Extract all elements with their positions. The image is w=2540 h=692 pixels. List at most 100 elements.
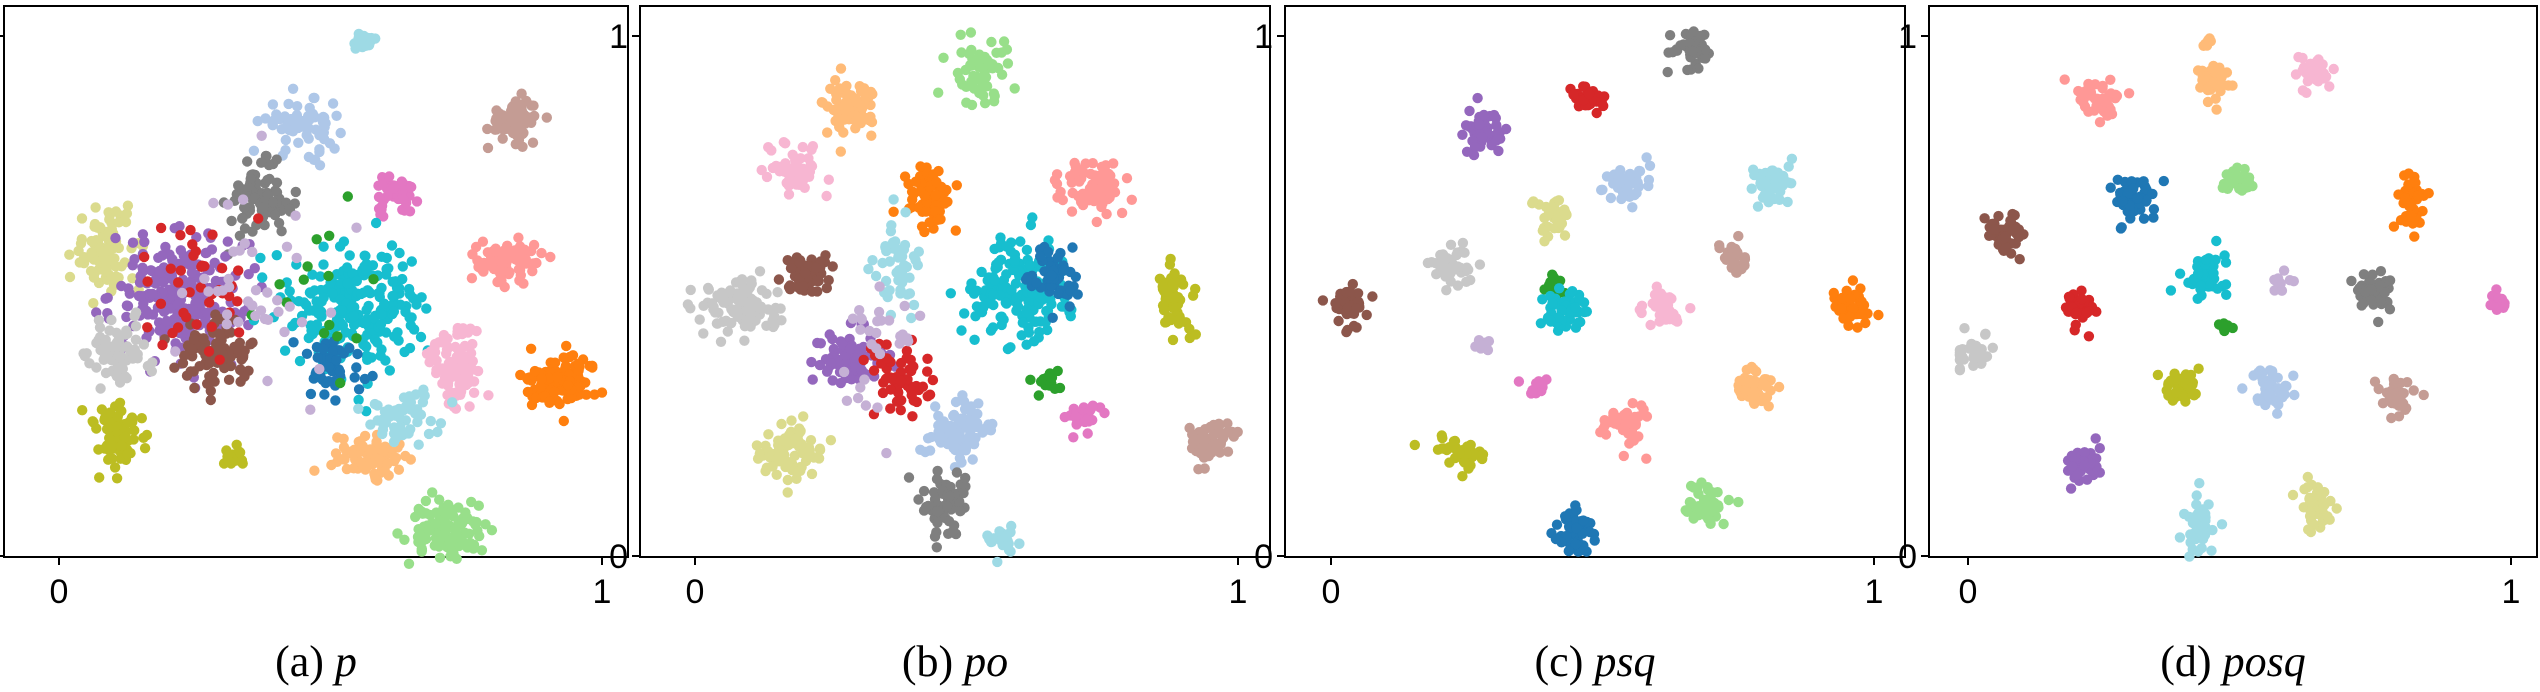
scatter-point: [830, 75, 841, 86]
scatter-point: [813, 453, 825, 464]
scatter-point: [2200, 512, 2211, 523]
scatter-point: [1712, 500, 1724, 511]
scatter-point: [2208, 268, 2219, 279]
scatter-point: [1437, 432, 1448, 444]
scatter-point: [904, 272, 915, 283]
scatter-point: [438, 530, 449, 541]
scatter-point: [146, 366, 157, 377]
scatter-point: [309, 285, 320, 296]
scatter-point: [2328, 63, 2339, 75]
scatter-point: [933, 87, 944, 98]
scatter-point: [432, 426, 443, 438]
scatter-point: [330, 395, 341, 406]
scatter-point: [283, 98, 294, 110]
scatter-point: [788, 162, 799, 173]
scatter-point: [86, 247, 97, 258]
scatter-point: [1988, 224, 2000, 235]
scatter-point: [558, 415, 569, 427]
scatter-point: [1215, 439, 1226, 450]
scatter-point: [1157, 281, 1168, 292]
scatter-point: [456, 534, 468, 545]
scatter-point: [512, 255, 523, 266]
scatter-point: [1014, 538, 1025, 549]
scatter-point: [954, 74, 965, 85]
scatter-point: [1751, 366, 1762, 377]
scatter-point: [2197, 533, 2209, 545]
scatter-point: [1341, 326, 1352, 338]
scatter-point: [1034, 292, 1046, 303]
scatter-point: [783, 189, 795, 200]
scatter-point: [1643, 180, 1654, 192]
scatter-point: [147, 288, 158, 300]
scatter-point: [437, 378, 448, 389]
scatter-point: [866, 130, 877, 141]
scatter-point: [1099, 407, 1110, 419]
scatter-point: [329, 143, 340, 154]
scatter-point: [1175, 314, 1186, 325]
scatter-point: [287, 83, 299, 95]
scatter-point: [360, 317, 371, 328]
scatter-point: [960, 472, 971, 484]
scatter-point: [221, 309, 233, 320]
scatter-point: [725, 318, 737, 329]
scatter-point: [411, 196, 423, 207]
scatter-point: [825, 435, 837, 446]
scatter-point: [138, 339, 150, 350]
scatter-point: [353, 384, 365, 395]
scatter-point: [127, 237, 139, 248]
scatter-point: [842, 88, 853, 100]
scatter-point: [881, 447, 892, 459]
scatter-point: [88, 272, 100, 283]
scatter-point: [896, 277, 908, 288]
scatter-point: [1101, 208, 1112, 220]
scatter-point: [342, 278, 353, 289]
scatter-point: [1103, 168, 1114, 180]
scatter-point: [996, 311, 1007, 322]
scatter-point: [186, 343, 197, 355]
scatter-point: [91, 362, 102, 373]
scatter-point: [823, 174, 834, 185]
scatter-point: [318, 259, 329, 270]
scatter-point: [262, 314, 274, 325]
scatter-point: [263, 159, 275, 171]
scatter-point: [506, 112, 517, 124]
scatter-point: [852, 392, 864, 404]
scatter-point: [296, 317, 308, 328]
scatter-point: [1980, 328, 1991, 339]
caption-variable: p: [332, 637, 357, 686]
scatter-point: [987, 322, 999, 333]
scatter-point: [1190, 434, 1202, 446]
scatter-point: [326, 459, 337, 471]
scatter-point: [353, 403, 364, 414]
scatter-point: [2216, 519, 2228, 530]
scatter-point: [470, 519, 481, 530]
scatter-point: [743, 284, 754, 295]
scatter-point: [1627, 202, 1638, 213]
scatter-point: [379, 298, 390, 309]
caption-prefix: (a): [275, 637, 335, 686]
scatter-point: [318, 241, 329, 252]
scatter-point: [482, 247, 494, 258]
scatter-point: [835, 63, 847, 74]
scatter-point: [1441, 285, 1452, 296]
scatter-point: [1024, 260, 1036, 271]
scatter-point: [145, 265, 157, 276]
scatter-point: [368, 274, 379, 285]
scatter-point: [1573, 317, 1584, 328]
scatter-point: [2211, 104, 2222, 115]
scatter-point: [2094, 117, 2106, 128]
scatter-point: [515, 270, 526, 281]
scatter-point: [786, 415, 797, 426]
scatter-point: [1645, 319, 1656, 331]
scatter-point: [959, 404, 971, 415]
scatter-point: [415, 331, 427, 343]
scatter-point: [355, 288, 367, 300]
scatter-point: [327, 98, 339, 109]
scatter-point: [763, 304, 774, 315]
scatter-point: [423, 428, 435, 440]
scatter-point: [234, 230, 246, 241]
scatter-point: [1537, 225, 1549, 236]
scatter-point: [2287, 489, 2299, 501]
scatter-point: [2272, 383, 2284, 394]
scatter-point: [1763, 401, 1774, 412]
